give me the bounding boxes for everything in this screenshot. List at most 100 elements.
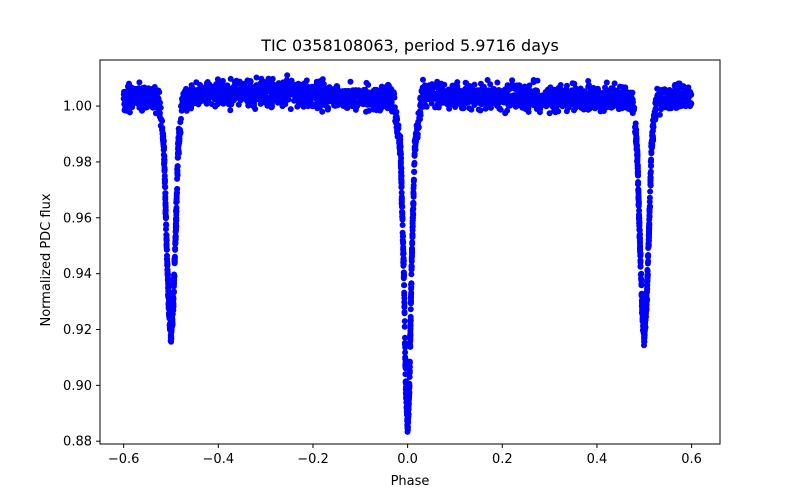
- data-point: [676, 80, 683, 87]
- data-point: [656, 111, 663, 118]
- data-point: [585, 78, 592, 84]
- data-point: [320, 86, 327, 93]
- data-point: [410, 190, 417, 197]
- data-point: [314, 100, 321, 107]
- data-point: [637, 243, 644, 250]
- data-point: [200, 86, 207, 92]
- data-point: [162, 190, 169, 197]
- data-point: [171, 255, 178, 262]
- y-tick-label: 0.94: [63, 267, 92, 282]
- data-point: [637, 249, 644, 256]
- data-point: [173, 197, 180, 204]
- data-point: [398, 189, 405, 196]
- data-point: [408, 280, 415, 287]
- data-point: [633, 143, 640, 150]
- data-point: [411, 159, 418, 166]
- data-point: [644, 277, 651, 284]
- data-point: [639, 302, 646, 309]
- data-point: [635, 181, 642, 188]
- data-point: [613, 99, 620, 106]
- data-point: [158, 116, 165, 123]
- data-point: [266, 83, 273, 89]
- data-point: [174, 150, 181, 156]
- data-point: [265, 88, 272, 95]
- data-point: [644, 285, 651, 292]
- data-point: [635, 187, 642, 194]
- data-point: [404, 415, 411, 422]
- data-point: [546, 101, 553, 108]
- data-point: [636, 207, 643, 214]
- data-point: [497, 95, 504, 102]
- data-point: [636, 216, 642, 222]
- data-point: [446, 105, 453, 112]
- data-point: [286, 88, 293, 95]
- data-point: [649, 123, 656, 130]
- data-point: [400, 273, 407, 280]
- data-point: [637, 259, 644, 266]
- data-point: [411, 169, 418, 175]
- data-point: [634, 152, 640, 158]
- data-point: [136, 79, 143, 86]
- data-point: [319, 108, 326, 115]
- data-point: [397, 158, 404, 165]
- data-point: [428, 100, 435, 107]
- data-point: [411, 152, 418, 159]
- data-point: [161, 156, 168, 163]
- data-point: [314, 89, 321, 95]
- data-point: [140, 90, 147, 97]
- data-point: [648, 148, 655, 155]
- data-point: [249, 87, 256, 94]
- data-point: [646, 222, 653, 229]
- data-point: [314, 105, 321, 112]
- data-point: [277, 90, 283, 97]
- data-point: [645, 253, 652, 260]
- data-point: [403, 391, 410, 398]
- data-point: [247, 78, 254, 85]
- data-point: [585, 100, 592, 106]
- data-point: [591, 88, 597, 95]
- y-tick-label: 1.00: [63, 100, 92, 115]
- data-point: [401, 292, 408, 298]
- data-point: [580, 106, 587, 113]
- data-point: [557, 82, 564, 88]
- data-point: [164, 268, 171, 275]
- data-point: [399, 233, 406, 240]
- data-point: [491, 86, 497, 92]
- data-point: [559, 103, 566, 110]
- data-point: [454, 83, 461, 90]
- data-point: [400, 251, 407, 258]
- data-point: [459, 105, 465, 112]
- data-point: [609, 94, 616, 101]
- data-point: [294, 86, 301, 93]
- data-point: [209, 83, 216, 90]
- data-point: [662, 87, 669, 94]
- data-point: [408, 262, 415, 269]
- data-point: [276, 83, 283, 90]
- data-point: [402, 341, 408, 348]
- data-point: [396, 144, 403, 151]
- data-point: [405, 411, 412, 418]
- data-point: [434, 78, 441, 85]
- data-point: [504, 107, 511, 114]
- data-point: [324, 91, 331, 98]
- data-point: [635, 203, 642, 209]
- data-point: [597, 108, 604, 115]
- data-point: [466, 105, 473, 112]
- data-point: [681, 88, 688, 94]
- data-point: [394, 116, 400, 123]
- data-point: [366, 98, 372, 105]
- data-point: [603, 79, 610, 86]
- data-point: [652, 97, 659, 103]
- y-tick-label: 0.88: [63, 435, 92, 450]
- data-point: [625, 92, 632, 99]
- data-point: [172, 227, 179, 234]
- data-point: [173, 222, 180, 229]
- data-point: [640, 318, 646, 325]
- data-point: [634, 161, 641, 168]
- data-point: [163, 222, 170, 229]
- data-point: [560, 90, 567, 97]
- data-point: [157, 104, 164, 111]
- data-point: [500, 90, 507, 97]
- data-point: [173, 192, 180, 199]
